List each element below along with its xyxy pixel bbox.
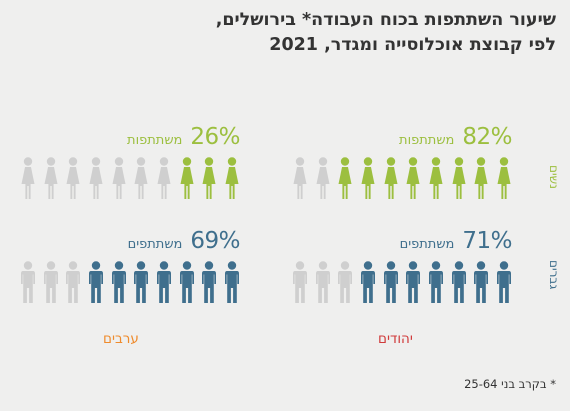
pct-value: 26% [190, 124, 240, 150]
panel-jews-women: 82% משתתפות [292, 124, 512, 204]
man-icon-filled [496, 261, 511, 303]
man-icon-filled [202, 261, 217, 303]
gender-label-men: גברים [547, 260, 561, 290]
woman-icon-filled [338, 157, 352, 199]
pct-value: 82% [462, 124, 512, 150]
man-icon-filled [134, 261, 149, 303]
man-icon-filled [111, 261, 126, 303]
woman-icon-empty [44, 157, 58, 199]
woman-icon-filled [429, 157, 443, 199]
man-icon-empty [293, 261, 307, 303]
man-icon-empty [338, 261, 353, 303]
pct-word: משתתפות [127, 133, 183, 148]
woman-icon-filled [452, 157, 466, 199]
man-icon-filled [383, 261, 398, 303]
woman-icon-filled [474, 157, 488, 199]
icon-row [20, 156, 240, 200]
woman-icon-empty [293, 157, 307, 199]
pct-value: 69% [190, 228, 240, 254]
woman-icon-empty [66, 157, 80, 199]
woman-icon-filled [497, 157, 511, 199]
pct-word: משתתפות [399, 133, 455, 148]
woman-icon-empty [112, 157, 126, 199]
group-label-jews: יהודים [378, 331, 413, 347]
man-icon-empty [315, 261, 330, 303]
man-icon-filled [88, 261, 103, 303]
pct-word: משתתפים [127, 237, 183, 252]
woman-icon-empty [157, 157, 171, 199]
woman-icon-empty [316, 157, 330, 199]
woman-icon-filled [180, 157, 194, 199]
woman-icon-filled [361, 157, 375, 199]
chart-title: שיעור השתתפות בכוח העבודה* בירושלים, לפי… [16, 8, 556, 58]
icon-row [292, 260, 512, 304]
woman-icon-empty [134, 157, 148, 199]
man-icon-filled [360, 261, 375, 303]
man-icon-empty [21, 261, 35, 303]
woman-icon-filled [384, 157, 398, 199]
icon-row [292, 156, 512, 200]
woman-icon-empty [21, 157, 35, 199]
panel-arabs-women: 26% משתתפות [20, 124, 240, 204]
man-icon-filled [156, 261, 171, 303]
woman-icon-empty [89, 157, 103, 199]
man-icon-empty [43, 261, 58, 303]
gender-label-women: נשים [547, 165, 561, 189]
woman-icon-filled [406, 157, 420, 199]
icon-row [20, 260, 240, 304]
man-icon-filled [474, 261, 489, 303]
man-icon-filled [451, 261, 466, 303]
man-icon-filled [406, 261, 421, 303]
man-icon-empty [66, 261, 81, 303]
man-icon-filled [224, 261, 239, 303]
panel-jews-men: 71% משתתפים [292, 228, 512, 308]
man-icon-filled [179, 261, 194, 303]
panel-arabs-men: 69% משתתפים [20, 228, 240, 308]
pct-value: 71% [462, 228, 512, 254]
group-label-arabs: ערבים [103, 331, 139, 347]
woman-icon-filled [225, 157, 239, 199]
title-line-2: לפי קבוצת אוכלוסייה ומגדר, 2021 [269, 35, 556, 55]
footnote: * בקרב בני 25-64 [464, 377, 556, 391]
pct-word: משתתפים [399, 237, 455, 252]
woman-icon-filled [202, 157, 216, 199]
title-line-1: שיעור השתתפות בכוח העבודה* בירושלים, [215, 10, 556, 30]
man-icon-filled [428, 261, 443, 303]
